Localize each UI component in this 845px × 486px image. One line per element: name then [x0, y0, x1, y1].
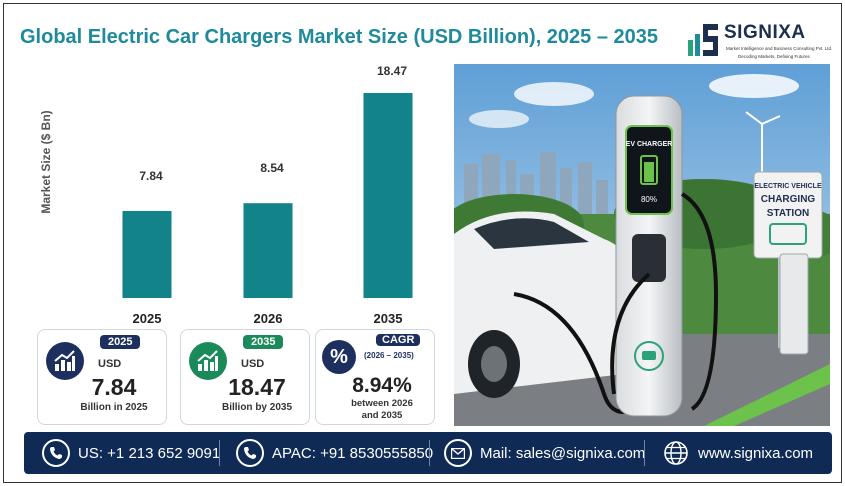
stat-card-2025: 2025 USD 7.84 Billion in 2025	[37, 329, 167, 425]
mail-icon	[444, 439, 472, 467]
card-value: 8.94%	[352, 374, 412, 397]
footer-web-text: www.signixa.com	[698, 444, 814, 462]
company-logo: SIGNIXA Market Intelligence and Business…	[686, 18, 836, 68]
card-year-badge: 2025	[100, 335, 141, 349]
footer-divider	[429, 440, 430, 466]
logo-tagline: Market Intelligence and Business Consult…	[726, 46, 833, 51]
x-tick-2025: 2025	[133, 311, 162, 326]
card-cagr-badge: CAGR	[376, 334, 421, 346]
page-title: Global Electric Car Chargers Market Size…	[20, 26, 659, 48]
y-axis-label: Market Size ($ Bn)	[39, 110, 53, 214]
x-tick-2026: 2026	[254, 311, 283, 326]
card-cagr-period: (2026 – 2035)	[364, 351, 414, 360]
logo-wordmark: SIGNIXA	[724, 22, 806, 43]
footer-divider	[644, 440, 645, 466]
card-currency: USD	[98, 358, 122, 370]
card-value: 18.47	[228, 374, 286, 400]
footer-divider	[219, 440, 220, 466]
y-axis-label-wrap: Market Size ($ Bn)	[36, 92, 56, 232]
card-caption-line2: and 2035	[361, 410, 403, 421]
bar-2025	[122, 210, 172, 298]
bar-chart: Market Size ($ Bn) 7.84 2025 8.54 2026 18.47…	[14, 62, 444, 332]
charger-screen-title: EV CHARGER	[626, 141, 673, 148]
footer-mail[interactable]: Mail: sales@signixa.com	[444, 432, 645, 474]
charge-level: 80%	[641, 195, 657, 204]
ev-charger-photo: ELECTRIC VEHICLE CHARGING STATION EV CHA…	[454, 64, 830, 426]
growth-chart-icon	[46, 342, 84, 380]
card-currency: USD	[241, 358, 265, 370]
card-caption: Billion in 2025	[80, 402, 148, 413]
stat-cards: 2025 USD 7.84 Billion in 2025 2035 USD 1…	[37, 329, 437, 425]
bar-2026	[243, 203, 293, 298]
sign-line-3: STATION	[767, 208, 809, 219]
percent-icon: %	[322, 340, 356, 374]
footer-website[interactable]: www.signixa.com	[662, 432, 813, 474]
x-tick-2035: 2035	[374, 311, 403, 326]
footer-us-text: US: +1 213 652 9091	[78, 444, 221, 462]
card-caption: Billion by 2035	[221, 402, 293, 413]
footer-mail-text: Mail: sales@signixa.com	[480, 444, 646, 462]
data-label-2025: 7.84	[139, 169, 163, 183]
footer-us-phone[interactable]: US: +1 213 652 9091	[42, 432, 220, 474]
stat-card-2035: 2035 USD 18.47 Billion by 2035	[180, 329, 310, 425]
card-value: 7.84	[91, 374, 137, 400]
card-year-badge: 2035	[243, 335, 284, 349]
card-caption-line1: between 2026	[351, 398, 413, 409]
footer-apac-text: APAC: +91 8530555850	[272, 444, 434, 462]
signixa-logo-icon	[688, 24, 718, 56]
bar-2035	[363, 93, 413, 298]
bar-chart-svg: 7.84 2025 8.54 2026 18.47 2035	[122, 64, 413, 326]
phone-icon	[236, 439, 264, 467]
growth-chart-icon	[189, 342, 227, 380]
infographic-frame: Global Electric Car Chargers Market Size…	[3, 3, 842, 483]
sign-line-2: CHARGING	[761, 194, 816, 205]
sign-line-1: ELECTRIC VEHICLE	[754, 183, 822, 190]
stat-card-cagr: % CAGR (2026 – 2035) 8.94% between 2026 …	[315, 329, 435, 425]
contact-footer: US: +1 213 652 9091 APAC: +91 8530555850…	[24, 432, 832, 474]
data-label-2035: 18.47	[377, 64, 407, 78]
logo-slogan: Decoding Markets, Defining Futures	[738, 54, 810, 59]
globe-icon	[662, 439, 690, 467]
phone-icon	[42, 439, 70, 467]
data-label-2026: 8.54	[260, 161, 284, 175]
footer-apac-phone[interactable]: APAC: +91 8530555850	[236, 432, 433, 474]
